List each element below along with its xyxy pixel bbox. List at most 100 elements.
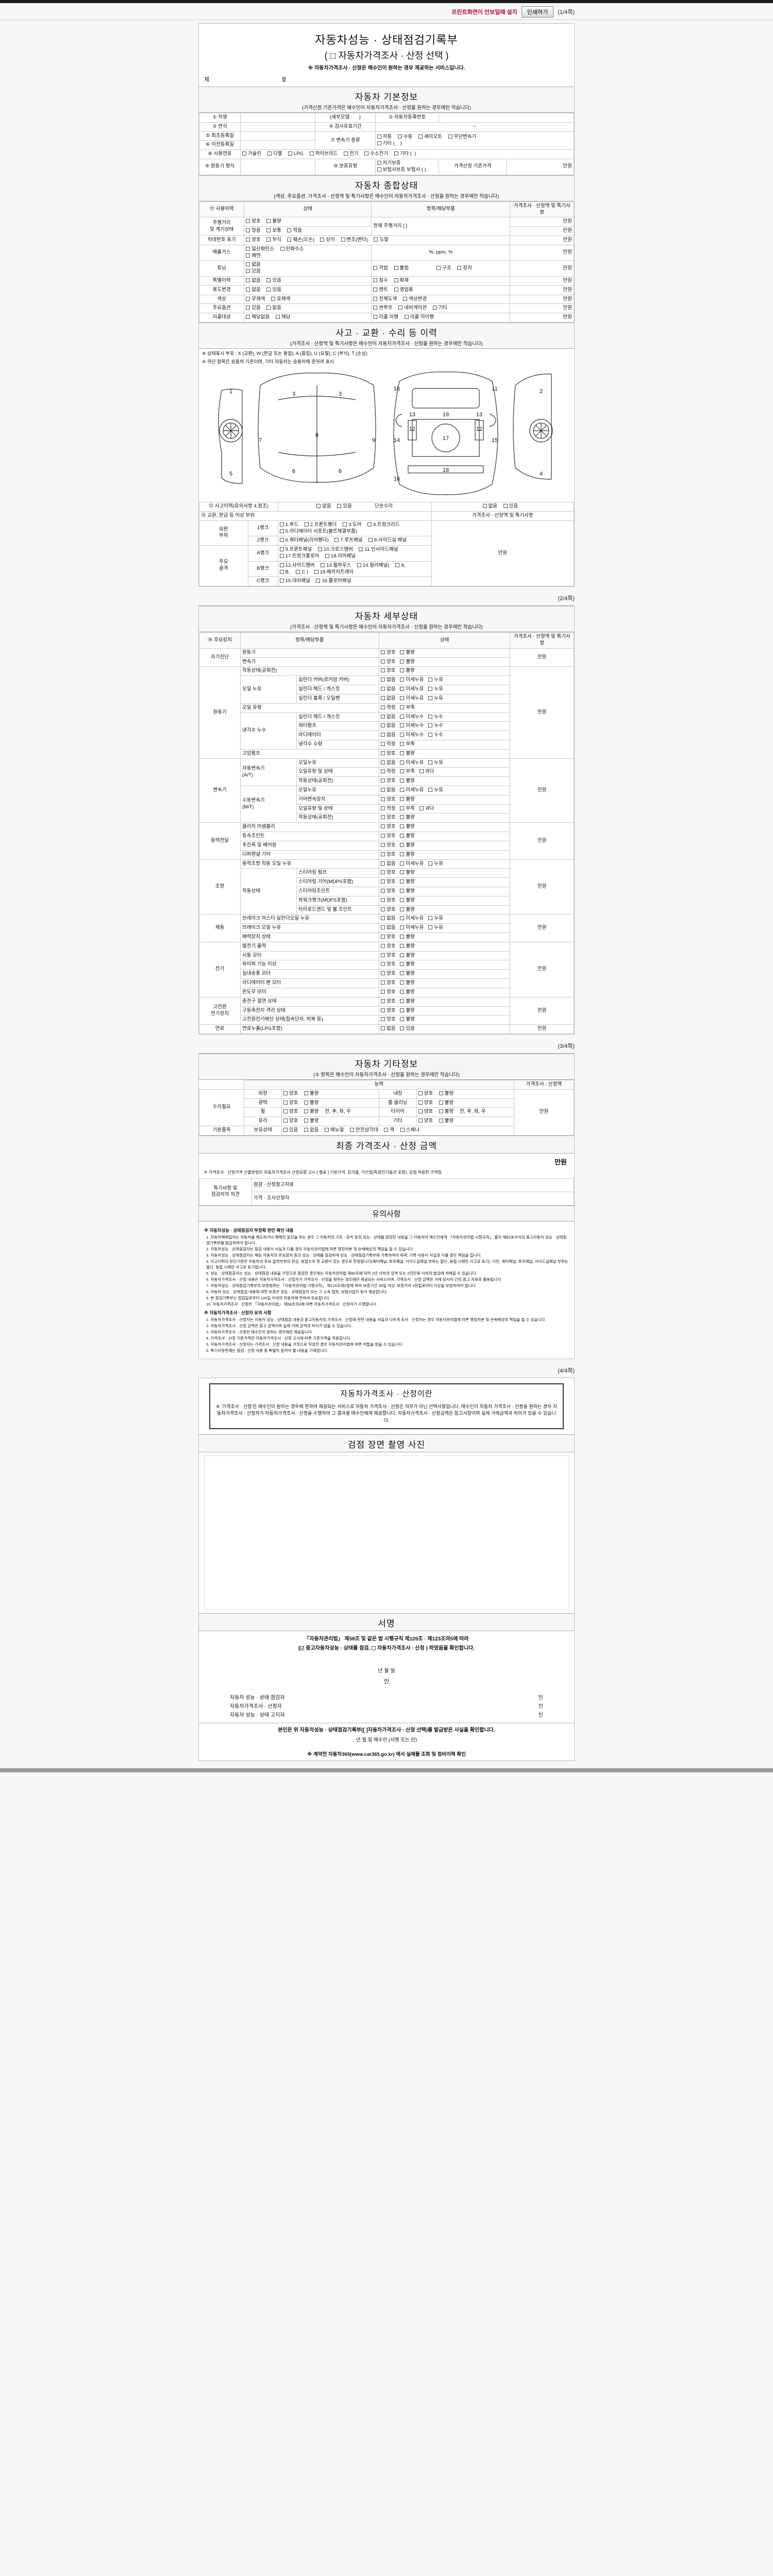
checkbox-recall-notdone[interactable] [404,315,409,319]
rank-a-items[interactable]: 9.프론트패널 10.크로스멤버 11.인사이드패널 17.트렁크플로어 18.… [277,545,432,562]
cell-engine-type-value[interactable] [240,159,316,175]
simple-repair-opts[interactable]: 없음 있음 [431,502,575,512]
detail-condition-options[interactable]: 양호 불량 [378,868,511,878]
checkbox-불량[interactable] [400,834,405,838]
checkbox-vin-different[interactable] [320,237,325,242]
checkbox-양호[interactable] [380,870,385,875]
checkbox-hood[interactable] [279,522,284,527]
checkbox-chromatic[interactable] [271,296,276,301]
checkbox-electric[interactable] [343,151,348,156]
checkbox-illegal[interactable] [394,265,398,270]
checkbox-누유[interactable] [428,687,433,691]
checkbox-wheel-house[interactable] [321,563,325,567]
checkbox-불량[interactable] [400,650,405,654]
checkbox-rear-panel[interactable] [325,553,329,558]
row-emission-price[interactable]: 만원 [510,244,574,261]
checkbox-fire[interactable] [394,278,398,282]
checkbox-양호[interactable] [380,852,385,856]
detail-price[interactable]: 만원 [510,1024,574,1034]
checkbox-누유[interactable] [428,788,433,792]
checkbox-양호[interactable] [380,897,385,902]
row-color-price[interactable]: 만원 [510,294,574,304]
rank-2-items[interactable]: 6.쿼터패널(리어휀다) 7.루프패널 8.사이드실 패널 [277,536,432,546]
checkbox-불량[interactable] [400,1008,405,1012]
checkbox-없음[interactable] [380,714,385,719]
checkbox-radiator-support[interactable] [279,529,284,533]
checkbox-tire-good[interactable] [418,1109,423,1114]
cell-first-reg-value[interactable] [240,131,316,141]
detail-condition-options[interactable]: 없음 미세누유 누유 [378,685,511,694]
detail-condition-options[interactable]: 양호 불량 [378,1006,511,1016]
opinion-row-2[interactable]: 가격 · 조사산정자 [251,1191,575,1206]
detail-condition-options[interactable]: 없음 미세누유 누유 [378,859,511,869]
checkbox-other-good[interactable] [418,1118,423,1123]
checkbox-door[interactable] [342,522,347,527]
etc-polish-opts[interactable]: 양호 불량 [281,1098,379,1108]
checkbox-hydrogen[interactable] [364,151,369,156]
checkbox-양호[interactable] [380,751,385,755]
checkbox-미세누유[interactable] [400,916,405,921]
detail-condition-options[interactable]: 없음 미세누유 누유 [378,923,511,933]
checkbox-미세누유[interactable] [400,760,405,765]
detail-condition-options[interactable]: 양호 불량 [378,951,511,961]
checkbox-누유[interactable] [428,916,433,921]
checkbox-없음[interactable] [380,733,385,737]
checkbox-양호[interactable] [380,953,385,957]
checkbox-legal[interactable] [373,265,378,270]
row-usechange-opts[interactable]: 없음 있음 [244,285,372,295]
checkbox-simple-yes[interactable] [503,504,508,509]
detail-condition-options[interactable]: 양호 불량 [378,776,511,786]
checkbox-불량[interactable] [400,668,405,673]
checkbox-diesel[interactable] [267,151,272,156]
checkbox-clean-good[interactable] [418,1100,423,1105]
checkbox-self-warranty[interactable] [377,161,381,165]
checkbox-hc[interactable] [280,246,284,251]
detail-condition-options[interactable]: 양호 불량 [378,941,511,952]
checkbox-미세누수[interactable] [400,714,405,719]
checkbox-없음[interactable] [380,687,385,691]
checkbox-미세누유[interactable] [400,925,405,930]
detail-condition-options[interactable]: 없음 미세누수 누수 [378,731,511,740]
etc-holding-opts[interactable]: 있음 없음 매뉴얼 안전삼각대 잭 스패너 [281,1126,514,1136]
detail-condition-options[interactable]: 양호 불량 [378,822,511,833]
row-color-opts[interactable]: 무채색 유채색 [244,294,372,304]
checkbox-없음[interactable] [380,925,385,930]
detail-condition-options[interactable]: 양호 불량 [378,933,511,942]
checkbox-누수[interactable] [428,723,433,728]
detail-condition-options[interactable]: 양호 불량 [378,886,511,896]
detail-condition-options[interactable]: 적정 부족 [378,703,511,713]
checkbox-누유[interactable] [428,696,433,700]
checkbox-tuning-none[interactable] [246,262,250,267]
checkbox-trunk-lid[interactable] [367,522,372,527]
detail-condition-options[interactable]: 없음 있음 [378,1024,511,1034]
cell-regno-value[interactable] [439,113,574,123]
checkbox-불량[interactable] [400,870,405,875]
checkbox-price-survey[interactable] [372,1646,376,1651]
checkbox-누수[interactable] [428,714,433,719]
checkbox-recall-na[interactable] [246,315,250,319]
checkbox-양호[interactable] [380,879,385,884]
etc-price-value[interactable]: 만원 [513,1089,575,1136]
detail-condition-options[interactable]: 양호 불량 [378,666,511,676]
detail-condition-options[interactable]: 없음 미세누유 누유 [378,758,511,768]
checkbox-불량[interactable] [400,852,405,856]
cell-fuel-opts[interactable]: 가솔린 디젤 LPG 하이브리드 전기 수소전기 기타 ( ) [240,149,575,160]
checkbox-적정[interactable] [380,741,385,746]
checkbox-wheel-bad[interactable] [304,1109,309,1114]
checkbox-불량[interactable] [400,989,405,994]
detail-condition-options[interactable]: 양호 불량 [378,813,511,823]
checkbox-glass-good[interactable] [283,1118,288,1123]
row-usechange-detail[interactable]: 렌트 영업용 [371,285,511,295]
checkbox-package-tray[interactable] [314,569,318,574]
checkbox-양호[interactable] [380,989,385,994]
checkbox-미세누수[interactable] [400,723,405,728]
checkbox-양호[interactable] [380,668,385,673]
checkbox-pillar-panel[interactable] [357,563,362,567]
checkbox-vin-erased[interactable] [374,237,378,242]
checkbox-없음[interactable] [380,916,385,921]
checkbox-cvt[interactable] [448,134,452,139]
rank-1-items[interactable]: 1.후드 2.프론트휀더 3.도어 4.트렁크리드 5.라디에이터 서포트(볼트… [277,520,432,537]
row-options-detail[interactable]: 썬루프 네비게이션 기타 [371,303,511,314]
checkbox-과다[interactable] [419,769,424,774]
detail-condition-options[interactable]: 적정 부족 [378,739,511,750]
